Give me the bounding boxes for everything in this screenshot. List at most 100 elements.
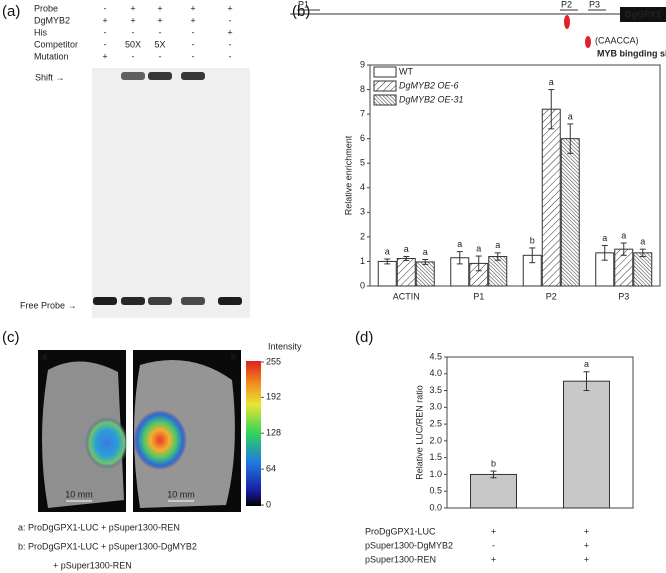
- letter: a: [568, 111, 573, 121]
- treatment-sign: +: [584, 554, 589, 564]
- probe-label: P3: [589, 0, 600, 9]
- treatment-sign: +: [584, 526, 589, 536]
- lane-sign: -: [192, 39, 195, 49]
- y-tick-label: 4.0: [429, 368, 442, 378]
- free-band: [121, 297, 145, 305]
- letter: a: [385, 246, 390, 256]
- y-axis-label: Relative LUC/REN ratio: [414, 385, 424, 480]
- panel-label: (b): [292, 3, 310, 20]
- y-tick-label: 4.5: [429, 351, 442, 361]
- scale-label: 10 mm: [65, 489, 93, 499]
- free-band: [181, 297, 205, 305]
- site-motif: (CAACCA): [595, 35, 639, 45]
- lane-sign: -: [104, 39, 107, 49]
- bar: [470, 473, 517, 509]
- bar: [377, 260, 397, 287]
- treatment-sign: +: [491, 526, 496, 536]
- treatment-label: pSuper1300-DgMYB2: [365, 540, 453, 550]
- shift-band: [121, 72, 145, 80]
- lane-sign: +: [227, 27, 232, 37]
- gel: [92, 68, 250, 318]
- y-tick-label: 3.0: [429, 402, 442, 412]
- legend-label: DgMYB2 OE-6: [399, 80, 459, 90]
- x-tick-label: P3: [618, 291, 629, 301]
- colorbar-label: 64: [266, 463, 276, 473]
- lane-sign: -: [159, 27, 162, 37]
- colorbar: [246, 361, 261, 506]
- lane-sign: -: [104, 3, 107, 13]
- probe-label: P1: [298, 0, 309, 9]
- letter: a: [495, 240, 500, 250]
- lane-sign: +: [190, 15, 195, 25]
- treatment-label: pSuper1300-REN: [365, 554, 436, 564]
- lane-sign: -: [229, 15, 232, 25]
- lane-sign: -: [192, 27, 195, 37]
- lane-sign: -: [229, 51, 232, 61]
- row-label: Mutation: [34, 51, 69, 61]
- lane-sign: +: [227, 3, 232, 13]
- x-tick-label: P2: [546, 291, 557, 301]
- panel-label: (a): [2, 3, 20, 20]
- plot-frame: [446, 356, 634, 509]
- scale-label: 10 mm: [167, 489, 195, 499]
- colorbar-label: 128: [266, 428, 281, 438]
- letter: a: [423, 247, 428, 257]
- gene-box: [620, 7, 666, 22]
- signal: [85, 417, 129, 469]
- band-label: Free Probe →: [20, 300, 77, 310]
- panels: [38, 7, 666, 512]
- legend-swatch: [373, 66, 397, 78]
- bar: [488, 256, 508, 287]
- treatment-sign: +: [491, 554, 496, 564]
- y-tick-label: 0: [360, 280, 365, 290]
- y-tick-label: 2.0: [429, 435, 442, 445]
- legend-swatch: [373, 80, 397, 92]
- y-tick-label: 7: [360, 108, 365, 118]
- y-axis-label: Relative enrichment: [343, 135, 353, 215]
- letter: a: [457, 239, 462, 249]
- y-tick-label: 4: [360, 182, 365, 192]
- lane-sign: -: [229, 39, 232, 49]
- x-tick-label: P1: [473, 291, 484, 301]
- letter: a: [640, 237, 645, 247]
- binding-site: [564, 15, 570, 29]
- y-tick-label: 2: [360, 231, 365, 241]
- bar: [396, 257, 416, 287]
- panel-label: (d): [355, 329, 373, 346]
- binding-site-key: [585, 36, 591, 48]
- free-band: [148, 297, 172, 305]
- shift-band: [181, 72, 205, 80]
- lane-sign: -: [132, 27, 135, 37]
- signal: [133, 410, 187, 470]
- bar: [541, 108, 561, 287]
- lane-sign: -: [104, 27, 107, 37]
- lane-sign: -: [132, 51, 135, 61]
- lane-sign: +: [130, 3, 135, 13]
- letter: b: [491, 458, 496, 468]
- lane-sign: +: [102, 15, 107, 25]
- band-label: Shift →: [35, 72, 65, 82]
- legend-label: DgMYB2 OE-31: [399, 94, 464, 104]
- colorbar-title: Intensity: [268, 341, 302, 351]
- lane-sign: +: [190, 3, 195, 13]
- leaf: [42, 361, 124, 508]
- gene-label: DgGPX1: [625, 9, 661, 19]
- letter: a: [404, 244, 409, 254]
- lane-sign: +: [102, 51, 107, 61]
- letter: a: [602, 233, 607, 243]
- letter: a: [549, 77, 554, 87]
- y-tick-label: 0.0: [429, 502, 442, 512]
- lane-sign: 5X: [154, 39, 165, 49]
- lane-sign: +: [130, 15, 135, 25]
- letter: a: [584, 359, 589, 369]
- row-label: His: [34, 27, 47, 37]
- treatment-label: ProDgGPX1-LUC: [365, 526, 436, 536]
- y-tick-label: 1.0: [429, 469, 442, 479]
- treatment-sign: -: [492, 540, 495, 550]
- y-tick-label: 3.5: [429, 385, 442, 395]
- free-band: [93, 297, 117, 305]
- y-tick-label: 0.5: [429, 486, 442, 496]
- bar: [563, 380, 610, 509]
- image-marker: b: [231, 351, 236, 361]
